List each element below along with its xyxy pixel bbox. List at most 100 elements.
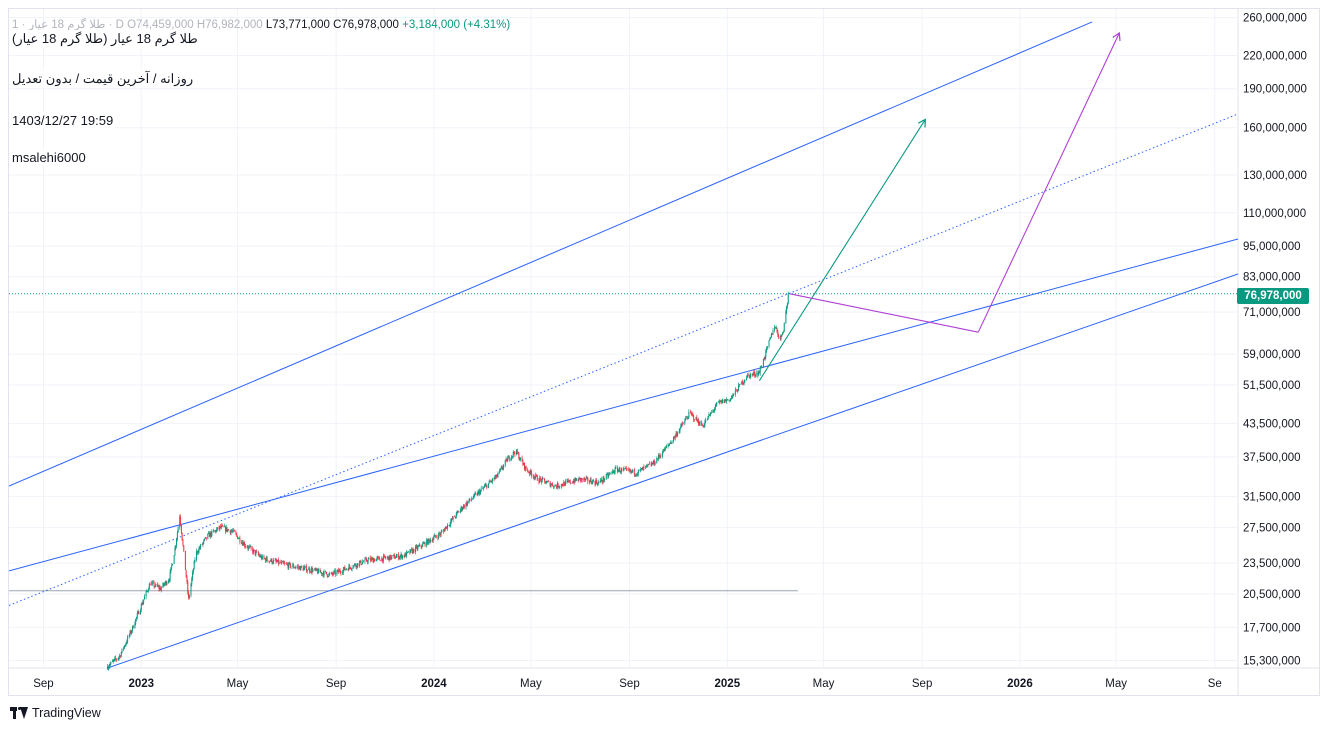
candle-body [463,505,465,508]
candle-body [749,375,751,378]
candle-body [707,416,709,420]
candle-body [690,412,692,414]
x-tick-label: 2025 [715,678,741,690]
candle-body [449,524,451,526]
candle-body [612,471,614,472]
candle-body [155,584,157,587]
y-tick-label: 130,000,000 [1243,170,1307,182]
candle-body [351,567,353,569]
candle-body [652,463,654,465]
candle-body [714,406,716,409]
trend-line [9,113,1238,606]
candle-body [605,474,607,479]
candle-body [508,456,510,461]
chart-subtitle: روزانه / آخرین قیمت / بدون تعدیل [10,70,196,88]
candle-body [192,571,194,579]
candle-body [722,399,724,404]
candle-body [237,538,239,540]
candle-body [778,335,780,338]
candle-body [587,478,589,482]
candle-body [208,532,210,537]
candle-body [244,542,246,547]
candle-body [530,470,532,474]
candle-body [709,414,711,416]
candle-body [136,613,138,618]
candle-body [443,530,445,532]
candle-body [249,546,251,548]
x-tick-label: May [520,678,542,690]
y-tick-label: 20,500,000 [1243,589,1301,601]
x-tick-label: 2024 [421,678,447,690]
candle-body [123,645,125,649]
candle-body [457,511,459,513]
candle-body [620,468,622,472]
candle-body [641,468,643,470]
candle-body [196,551,198,553]
candle-body [368,558,370,560]
candle-body [120,652,122,657]
candle-body [491,481,493,483]
candle-body [507,458,509,462]
candle-body [345,569,347,570]
candle-body [665,446,667,448]
candle-body [437,537,439,538]
candle-body [200,544,202,548]
candle-body [726,399,728,401]
candle-body [374,559,376,562]
candle-body [176,539,178,546]
candle-body [172,563,174,566]
candle-body [259,555,261,558]
candle-body [733,393,735,395]
candle-body [455,516,457,518]
candle-body [158,586,160,589]
candle-body [474,493,476,495]
candle-body [289,562,291,564]
candle-body [366,561,368,563]
close-value: C76,978,000 [333,19,399,31]
candle-body [583,478,585,480]
candle-body [441,531,443,533]
candle-body [770,333,772,338]
candle-body [761,366,763,368]
candle-body [114,657,116,660]
candle-body [270,558,272,562]
candle-body [510,458,512,461]
candle-body [483,486,485,488]
candle-body [747,374,749,376]
candle-body [768,340,770,347]
candle-body [269,560,271,562]
candle-body [632,469,634,472]
candle-body [320,572,322,574]
candle-body [764,356,766,360]
candle-body [247,547,249,549]
candle-body [207,533,209,539]
candle-body [701,425,703,427]
candle-body [713,408,715,411]
candle-body [313,568,315,570]
candle-body [180,516,182,525]
candle-body [281,561,283,564]
candle-body [194,559,196,562]
candle-body [238,537,240,539]
candle-body [306,570,308,572]
candle-body [125,643,127,646]
x-tick-label: Sep [326,678,346,690]
price-axis: 260,000,000 220,000,000 190,000,000 160,000… [1243,13,1307,668]
candle-body [378,557,380,560]
candle-body [716,402,718,404]
candle-body [697,419,699,424]
candle-body [624,468,626,470]
candle-body [597,481,599,485]
candle-body [630,470,632,472]
tradingview-footer[interactable]: TradingView [10,706,101,720]
candle-body [536,474,538,476]
candle-body [637,469,639,474]
candle-body [503,464,505,468]
candle-body [261,555,263,560]
candle-body [220,526,222,528]
candle-body [389,554,391,561]
candle-body [724,399,726,403]
candle-body [321,572,323,575]
candle-body [580,478,582,481]
